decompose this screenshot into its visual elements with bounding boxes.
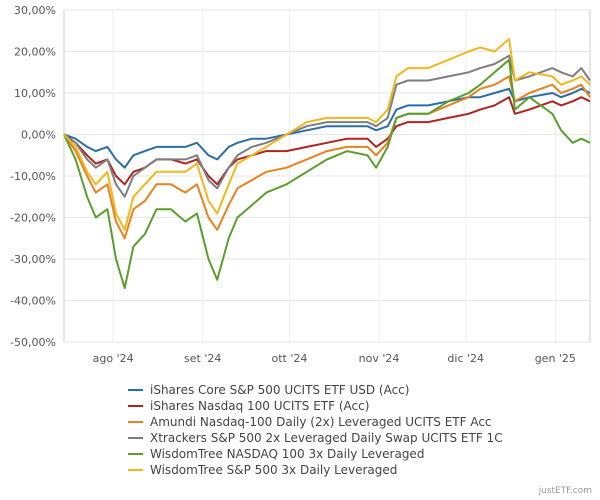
legend-label: Amundi Nasdaq-100 Daily (2x) Leveraged U…	[150, 415, 492, 429]
x-tick-label: dic '24	[447, 352, 484, 365]
y-tick-label: 10,00%	[14, 87, 56, 100]
y-tick-label: -20,00%	[10, 212, 56, 225]
source-watermark: justETF.com	[538, 486, 592, 496]
y-tick-label: 30,00%	[14, 4, 56, 17]
x-tick-label: gen '25	[535, 352, 576, 365]
y-tick-label: 20,00%	[14, 46, 56, 59]
legend-swatch	[128, 405, 143, 407]
legend-swatch	[128, 437, 143, 439]
legend-label: WisdomTree S&P 500 3x Daily Leveraged	[150, 463, 398, 477]
x-tick-label: nov '24	[359, 352, 400, 365]
x-tick-label: set '24	[184, 352, 221, 365]
y-tick-label: -10,00%	[10, 170, 56, 183]
series-line-4	[63, 58, 591, 290]
legend-label: iShares Nasdaq 100 UCITS ETF (Acc)	[150, 399, 370, 413]
legend-item-2[interactable]: Amundi Nasdaq-100 Daily (2x) Leveraged U…	[128, 414, 503, 430]
series-line-3	[63, 54, 591, 198]
legend-swatch	[128, 421, 143, 423]
line-chart: 30,00% 20,00% 10,00% 0,00% -10,00% -20,00% -30…	[10, 4, 591, 365]
series-lines	[63, 38, 591, 290]
series-line-5	[63, 38, 591, 231]
x-tick-label: ago '24	[93, 352, 134, 365]
y-tick-label: -30,00%	[10, 253, 56, 266]
legend-label: Xtrackers S&P 500 2x Leveraged Daily Swa…	[150, 431, 503, 445]
axes: 30,00% 20,00% 10,00% 0,00% -10,00% -20,00% -30…	[10, 4, 576, 365]
legend-item-5[interactable]: WisdomTree S&P 500 3x Daily Leveraged	[128, 462, 503, 478]
series-line-0	[63, 87, 591, 169]
legend-item-1[interactable]: iShares Nasdaq 100 UCITS ETF (Acc)	[128, 398, 503, 414]
y-tick-label: -50,00%	[10, 336, 56, 349]
legend-swatch	[128, 453, 143, 455]
legend-item-0[interactable]: iShares Core S&P 500 UCITS ETF USD (Acc)	[128, 382, 503, 398]
y-tick-label: -40,00%	[10, 295, 56, 308]
legend-label: iShares Core S&P 500 UCITS ETF USD (Acc)	[150, 383, 410, 397]
legend-swatch	[128, 389, 143, 391]
legend-swatch	[128, 469, 143, 471]
y-tick-label: 0,00%	[21, 129, 56, 142]
series-line-1	[63, 96, 591, 186]
legend-label: WisdomTree NASDAQ 100 3x Daily Leveraged	[150, 447, 425, 461]
legend-item-4[interactable]: WisdomTree NASDAQ 100 3x Daily Leveraged	[128, 446, 503, 462]
legend-item-3[interactable]: Xtrackers S&P 500 2x Leveraged Daily Swa…	[128, 430, 503, 446]
x-tick-label: ott '24	[271, 352, 307, 365]
legend: iShares Core S&P 500 UCITS ETF USD (Acc)…	[128, 382, 503, 478]
